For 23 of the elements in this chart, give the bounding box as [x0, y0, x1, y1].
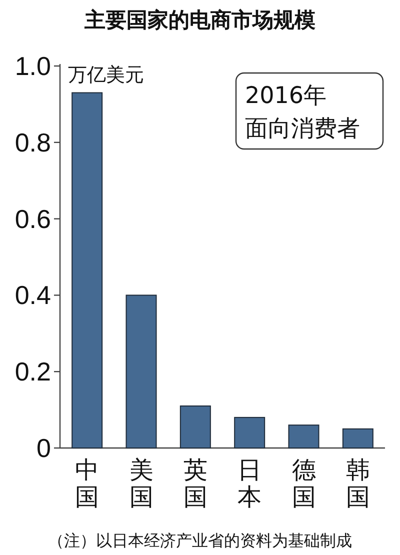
x-tick-label: 英国 [183, 456, 208, 511]
x-tick-label: 中国 [75, 456, 100, 511]
y-tick-label: 0.8 [14, 127, 51, 158]
y-tick-label: 1.0 [14, 51, 51, 81]
annotation: 面向消费者 [245, 116, 360, 142]
y-tick-label: 0 [36, 433, 51, 463]
bar [180, 405, 211, 448]
bar [342, 428, 374, 448]
bar [72, 92, 103, 448]
x-tick-label: 美国 [129, 456, 154, 511]
x-tick-label: 韩国 [346, 456, 370, 511]
y-tick-label: 0.4 [14, 280, 51, 310]
bar [234, 416, 266, 448]
annotation: 2016年 [245, 83, 327, 109]
bar [126, 294, 157, 448]
chart-title: 主要国家的电商市场规模 [84, 8, 316, 32]
y-tick-label: 0.6 [14, 204, 51, 234]
x-tick-label: 德国 [292, 456, 316, 511]
y-tick-label: 0.2 [14, 356, 51, 387]
x-tick-label: 日本 [238, 456, 262, 511]
text: （注）以日本经济产业省的资料为基础制成 [48, 531, 352, 550]
bar [288, 424, 320, 448]
y-axis-title: 万亿美元 [68, 64, 144, 86]
